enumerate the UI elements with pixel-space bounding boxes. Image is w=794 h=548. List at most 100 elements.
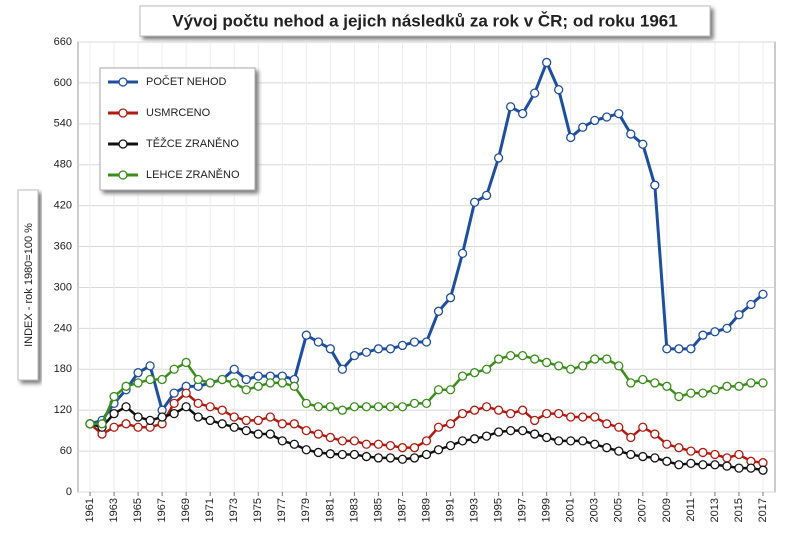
x-tick-label: 2003 [589, 498, 601, 522]
data-point [686, 388, 696, 398]
x-tick-label: 1969 [180, 498, 192, 522]
x-tick-label: 1997 [517, 498, 529, 522]
data-point [313, 429, 323, 439]
data-point [301, 330, 311, 340]
data-point [157, 412, 167, 422]
legend-label: TĚŽCE ZRANĚNO [146, 137, 239, 150]
data-point [457, 408, 468, 419]
data-point [205, 402, 215, 412]
data-point [517, 405, 528, 415]
data-point [181, 357, 191, 368]
data-point [590, 412, 600, 422]
data-point [133, 368, 143, 378]
data-point [517, 108, 528, 119]
data-point [349, 436, 360, 446]
data-point [674, 443, 684, 453]
data-point [241, 385, 251, 395]
y-tick-label: 600 [54, 77, 72, 89]
data-point [578, 122, 588, 132]
data-point [722, 323, 732, 334]
data-point [554, 85, 564, 95]
data-point [505, 425, 516, 436]
data-point [421, 398, 432, 409]
data-point [758, 378, 768, 388]
y-tick-label: 0 [66, 486, 72, 498]
data-point [698, 388, 708, 398]
data-point [734, 310, 744, 320]
x-tick-label: 2001 [565, 498, 577, 522]
y-tick-label: 60 [60, 445, 72, 457]
data-point [169, 398, 179, 409]
data-point [722, 453, 732, 463]
data-point [686, 344, 696, 354]
data-point [241, 415, 251, 426]
data-point [229, 412, 239, 422]
data-point [277, 436, 287, 446]
data-point [469, 405, 480, 415]
data-point [602, 112, 612, 122]
data-point [337, 405, 348, 415]
x-tick-label: 2017 [757, 498, 769, 522]
data-point [253, 415, 263, 426]
data-point [710, 327, 720, 337]
data-point [542, 432, 552, 443]
data-point [674, 344, 684, 354]
legend-label: USMRCENO [146, 107, 211, 119]
data-point [385, 344, 396, 354]
x-tick-label: 2005 [613, 498, 625, 522]
data-point [325, 432, 336, 443]
x-tick-label: 1965 [132, 498, 144, 522]
data-point [253, 429, 263, 439]
data-point [626, 378, 636, 388]
data-point [650, 453, 660, 463]
data-point [229, 364, 239, 374]
data-point [301, 445, 311, 455]
data-point [373, 439, 384, 449]
x-tick-label: 1981 [324, 498, 336, 522]
x-tick-label: 2013 [709, 498, 721, 522]
data-point [397, 402, 408, 412]
data-point [614, 108, 624, 119]
data-point [530, 88, 540, 98]
data-point [433, 445, 444, 455]
data-point [265, 378, 275, 388]
data-point [481, 190, 492, 201]
data-point [373, 344, 384, 354]
data-point [265, 412, 275, 422]
data-point [602, 419, 612, 429]
data-point [686, 446, 696, 456]
data-point [277, 378, 287, 388]
y-tick-label: 180 [54, 363, 72, 375]
data-point [698, 460, 708, 470]
y-tick-label: 420 [54, 200, 72, 212]
data-point [734, 449, 744, 460]
data-point [121, 381, 131, 391]
data-point [301, 398, 311, 409]
legend-label: LEHCE ZRANĚNO [146, 168, 240, 181]
x-tick-label: 1993 [468, 498, 480, 522]
data-point [758, 289, 768, 299]
data-point [409, 337, 420, 347]
data-point [530, 429, 540, 439]
data-point [109, 408, 119, 419]
data-point [578, 436, 588, 446]
legend-box [99, 67, 256, 191]
x-tick-label: 1987 [396, 498, 408, 522]
data-point [157, 374, 167, 385]
x-tick-label: 1985 [372, 498, 384, 522]
data-point [337, 364, 348, 374]
data-point [349, 350, 360, 361]
data-point [614, 446, 624, 456]
data-point [445, 293, 456, 303]
data-point [662, 456, 672, 466]
data-point [193, 374, 203, 385]
data-point [698, 330, 708, 340]
data-point [469, 197, 480, 207]
data-point [542, 357, 552, 368]
data-point [385, 453, 396, 463]
data-point [517, 425, 528, 436]
data-point [481, 364, 492, 374]
title-box [139, 5, 711, 37]
x-tick-label: 2009 [661, 498, 673, 522]
x-tick-label: 1967 [156, 498, 168, 522]
